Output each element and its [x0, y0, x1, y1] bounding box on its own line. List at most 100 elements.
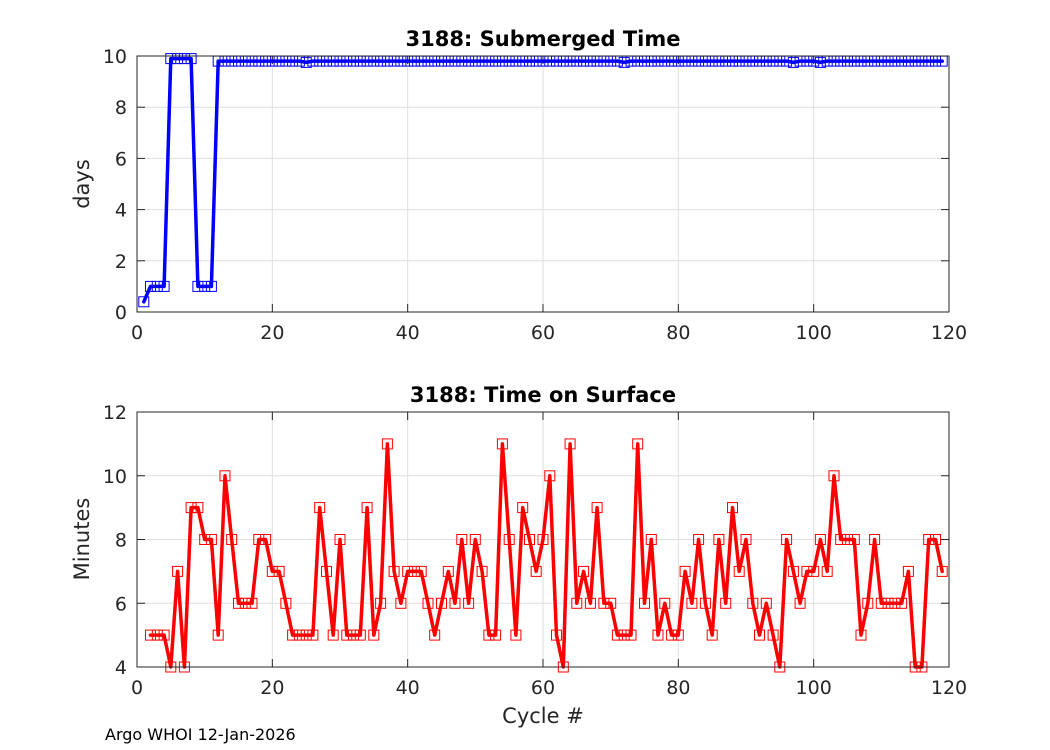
- data-point-marker: [408, 565, 420, 577]
- x-tick-label: 120: [931, 322, 967, 344]
- series-markers: [145, 438, 948, 673]
- data-point-marker: [706, 629, 718, 641]
- data-point-marker: [327, 629, 339, 641]
- data-point-marker: [544, 470, 556, 482]
- x-tick-label: 100: [796, 322, 832, 344]
- x-tick-label: 20: [260, 322, 284, 344]
- data-point-marker: [875, 597, 887, 609]
- data-point-marker: [659, 597, 671, 609]
- data-point-marker: [760, 597, 772, 609]
- data-point-marker: [551, 629, 562, 641]
- data-point-marker: [625, 629, 637, 641]
- data-point-marker: [300, 629, 312, 641]
- data-point-marker: [476, 565, 488, 577]
- data-point-marker: [280, 597, 292, 609]
- x-tick-label: 60: [531, 677, 555, 699]
- data-point-marker: [138, 296, 150, 308]
- data-point-marker: [341, 629, 353, 641]
- data-point-marker: [429, 629, 441, 641]
- data-point-marker: [740, 534, 752, 545]
- data-point-marker: [787, 565, 799, 577]
- data-point-marker: [618, 629, 630, 641]
- data-point-marker: [787, 56, 799, 68]
- data-point-marker: [652, 629, 664, 641]
- x-tick-label: 80: [666, 677, 690, 699]
- data-point-marker: [449, 597, 461, 609]
- data-point-marker: [172, 53, 184, 65]
- data-point-marker: [801, 565, 813, 577]
- x-axis-label: Cycle #: [502, 704, 584, 728]
- data-point-marker: [172, 565, 184, 577]
- data-point-marker: [699, 597, 711, 609]
- data-point-marker: [253, 534, 265, 545]
- data-point-marker: [835, 534, 847, 545]
- data-point-marker: [672, 629, 684, 641]
- data-point-marker: [510, 629, 522, 641]
- y-axis-label: Minutes: [70, 498, 94, 581]
- data-point-marker: [266, 565, 278, 577]
- data-point-marker: [273, 565, 285, 577]
- data-point-marker: [578, 565, 590, 577]
- data-point-marker: [591, 502, 603, 514]
- data-point-marker: [814, 534, 826, 545]
- data-point-marker: [422, 597, 434, 609]
- data-point-marker: [848, 534, 860, 545]
- data-point-marker: [436, 597, 447, 609]
- data-point-marker: [456, 534, 468, 545]
- chart-title: 3188: Time on Surface: [410, 383, 676, 407]
- data-point-marker: [145, 629, 156, 641]
- data-point-marker: [334, 534, 346, 545]
- data-point-marker: [226, 534, 238, 545]
- footer-credit: Argo WHOI 12-Jan-2026: [105, 725, 296, 744]
- data-point-marker: [381, 438, 393, 450]
- data-point-marker: [151, 629, 163, 641]
- data-point-marker: [733, 565, 745, 577]
- data-point-marker: [524, 534, 535, 545]
- data-point-marker: [463, 597, 475, 609]
- data-point-marker: [747, 597, 759, 609]
- data-point-marker: [239, 597, 251, 609]
- data-point-marker: [158, 629, 170, 641]
- data-point-marker: [754, 629, 765, 641]
- x-tick-label: 60: [531, 322, 555, 344]
- data-point-marker: [842, 534, 853, 545]
- data-point-marker: [158, 280, 170, 292]
- data-point-marker: [923, 534, 935, 545]
- data-point-marker: [402, 565, 414, 577]
- data-point-marker: [686, 597, 698, 609]
- y-tick-label: 6: [115, 148, 127, 170]
- data-point-marker: [300, 56, 312, 68]
- surface-time-chart: 3188: Time on Surface Minutes Cycle # 0 2…: [70, 383, 967, 728]
- x-tick-label: 80: [666, 322, 690, 344]
- data-point-marker: [368, 629, 380, 641]
- data-point-marker: [808, 565, 820, 577]
- data-point-marker: [321, 565, 332, 577]
- y-tick-label: 12: [103, 402, 127, 424]
- data-point-marker: [415, 565, 427, 577]
- data-point-marker: [260, 534, 272, 545]
- x-tick-label: 0: [131, 322, 143, 344]
- data-point-marker: [307, 629, 319, 641]
- data-point-marker: [930, 534, 941, 545]
- data-point-marker: [287, 629, 299, 641]
- data-point-marker: [503, 534, 515, 545]
- axes-box: [136, 55, 950, 313]
- data-point-marker: [666, 629, 678, 641]
- data-point-marker: [314, 502, 326, 514]
- data-point-marker: [469, 534, 481, 545]
- data-point-marker: [354, 629, 366, 641]
- data-point-marker: [145, 280, 156, 292]
- x-tick-label: 0: [131, 677, 143, 699]
- data-point-marker: [205, 280, 217, 292]
- data-point-marker: [151, 280, 163, 292]
- data-point-marker: [348, 629, 359, 641]
- data-point-marker: [442, 565, 454, 577]
- data-point-marker: [828, 470, 840, 482]
- data-point-marker: [767, 629, 779, 641]
- data-point-marker: [618, 56, 630, 68]
- data-point-marker: [165, 53, 177, 65]
- axes-box: [136, 411, 950, 668]
- x-tick-label: 20: [260, 677, 284, 699]
- data-point-marker: [199, 280, 211, 292]
